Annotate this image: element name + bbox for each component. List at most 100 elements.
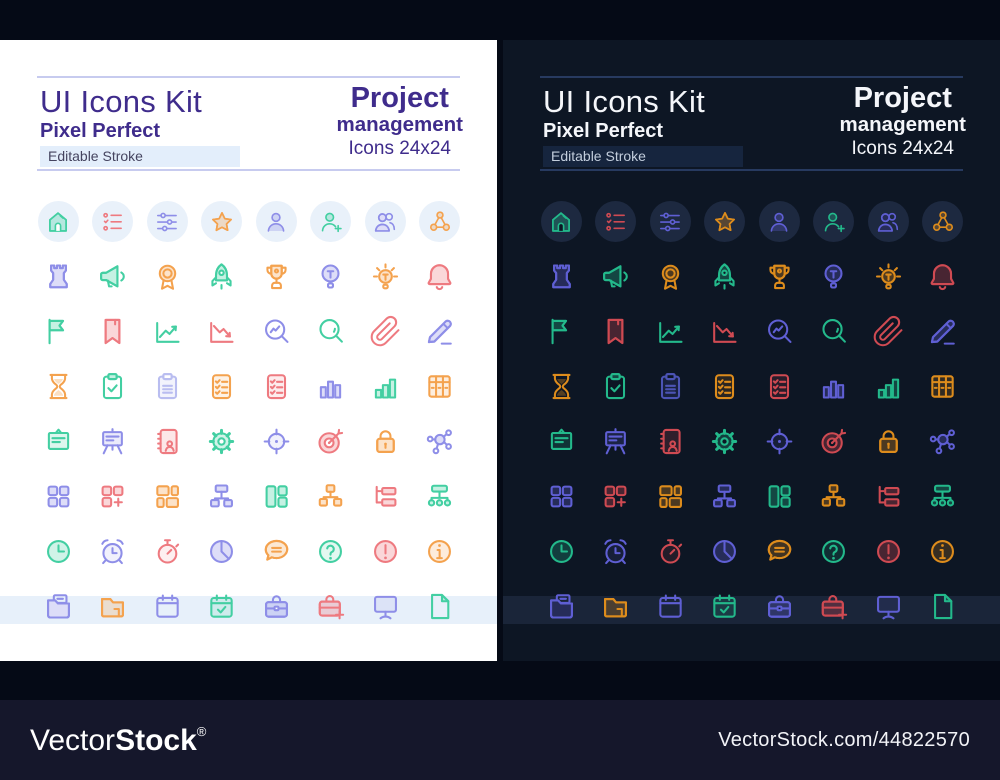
monitor-icon [358,579,413,634]
product-name-line1: Project [853,82,952,114]
rocket-icon [698,249,753,304]
folder-icon [86,579,141,634]
gear-icon [698,414,753,469]
pie-icon [698,524,753,579]
bar-chart-icon [304,359,359,414]
icon-circle-background [37,201,79,242]
stopwatch-icon [140,524,195,579]
alarm-icon [86,524,141,579]
pie-icon [195,524,250,579]
megaphone-icon [589,249,644,304]
flag-icon [534,304,589,359]
layout-icon [249,469,304,524]
registered-mark: ® [196,723,207,739]
to-do-icon [86,194,141,249]
product-size-label: Icons 24x24 [348,137,451,159]
paperclip-icon [861,304,916,359]
chart-up-icon [140,304,195,359]
growth-chart-icon [861,359,916,414]
lock-icon [358,414,413,469]
lock-icon [861,414,916,469]
exclamation-icon [861,524,916,579]
rocket-icon [195,249,250,304]
icon-circle-background [813,201,855,242]
bookmark-icon [86,304,141,359]
exclamation-icon [358,524,413,579]
file-icon [916,579,971,634]
icon-circle-background [364,201,406,242]
search-stats-icon [752,304,807,359]
paperclip-icon [358,304,413,359]
easel-icon [589,414,644,469]
users-icon [358,194,413,249]
sliders-icon [643,194,698,249]
search-icon [807,304,862,359]
grid-icon [534,469,589,524]
folder-icon [589,579,644,634]
search-icon [304,304,359,359]
kit-subtitle: Pixel Perfect [40,120,161,142]
panel-dark-theme: UI Icons Kit Pixel Perfect Editable Stro… [503,40,1000,661]
clipboard-check-icon [589,359,644,414]
megaphone-icon [86,249,141,304]
tree-list-icon [358,469,413,524]
star-icon [698,194,753,249]
calendar-check-icon [698,579,753,634]
rook-icon [31,249,86,304]
network-tree-icon [916,469,971,524]
calendar-icon [140,579,195,634]
medal-icon [140,249,195,304]
icon-circle-background [92,201,134,242]
board-icon [534,414,589,469]
divider [37,76,460,78]
hourglass-icon [31,359,86,414]
icon-circle-background [758,201,800,242]
icon-circle-background [255,201,297,242]
task-list-icon [249,359,304,414]
bookmark-icon [589,304,644,359]
divider [540,169,963,171]
crosshair-icon [249,414,304,469]
rook-icon [534,249,589,304]
icon-circle-background [922,201,964,242]
pencil-icon [413,304,468,359]
task-list-icon [752,359,807,414]
search-stats-icon [249,304,304,359]
briefcase-icon [752,579,807,634]
icon-circle-background [704,201,746,242]
bright-idea-icon [861,249,916,304]
watermark-bar: VectorStock® VectorStock.com/44822570 [0,700,1000,780]
home-icon [534,194,589,249]
bell-icon [413,249,468,304]
divider [37,169,460,171]
icon-grid-light [31,194,467,634]
divider [540,76,963,78]
vectorstock-logo: VectorStock® [30,725,206,756]
clock-icon [534,524,589,579]
chart-down-icon [698,304,753,359]
kit-subtitle: Pixel Perfect [543,120,664,142]
editable-stroke-badge: Editable Stroke [40,146,240,168]
editable-stroke-badge: Editable Stroke [543,146,743,168]
kit-heading-block: UI Icons Kit Pixel Perfect Editable Stro… [543,84,743,168]
watermark-url: VectorStock.com/44822570 [718,728,970,751]
tree-list-icon [861,469,916,524]
product-name-line1: Project [350,82,449,114]
growth-chart-icon [358,359,413,414]
kit-title: UI Icons Kit [543,84,706,119]
hub-icon [916,414,971,469]
dartboard-icon [807,414,862,469]
briefcase-add-icon [304,579,359,634]
sliders-icon [140,194,195,249]
question-icon [304,524,359,579]
bar-chart-icon [807,359,862,414]
icon-grid-dark [534,194,970,634]
user-icon [752,194,807,249]
star-icon [195,194,250,249]
trophy-icon [752,249,807,304]
clock-icon [31,524,86,579]
stopwatch-icon [643,524,698,579]
calendar-icon [643,579,698,634]
panel-light-theme: UI Icons Kit Pixel Perfect Editable Stro… [0,40,497,661]
